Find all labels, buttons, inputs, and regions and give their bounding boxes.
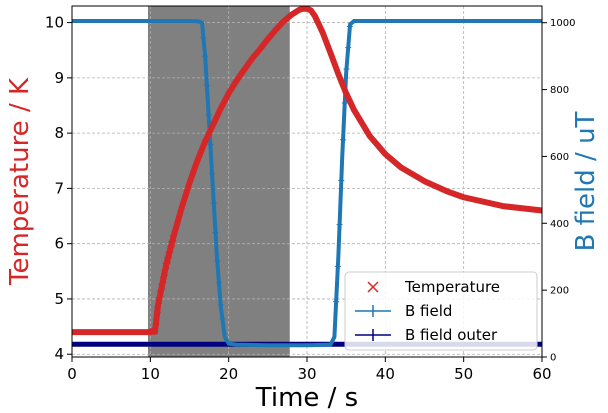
b-field-marker: [217, 301, 224, 308]
legend-label: B field: [405, 302, 452, 320]
b-field-marker: [338, 177, 345, 184]
x-tick-label: 50: [454, 365, 473, 383]
temperature-marker: [151, 327, 159, 335]
temperature-marker: [165, 251, 173, 259]
y-right-tick-label: 1000: [550, 18, 575, 29]
legend: Temperature B field B field outer: [344, 271, 538, 351]
legend-entry: B field: [355, 302, 452, 320]
x-axis-label: Time / s: [255, 383, 358, 413]
temperature-marker: [152, 318, 160, 326]
temperature-marker: [169, 235, 177, 242]
temperature-marker: [156, 290, 164, 298]
y-right-tick-label: 400: [550, 219, 569, 230]
y-axis-right-label: B field / uT: [571, 111, 601, 251]
legend-label: Temperature: [404, 278, 500, 296]
y-left-tick-label: 5: [54, 290, 64, 308]
b-field-marker: [334, 263, 341, 270]
y-left-tick-label: 10: [45, 14, 64, 32]
b-field-marker: [203, 82, 210, 89]
x-tick-label: 0: [67, 365, 77, 383]
b-field-marker: [340, 136, 347, 143]
temperature-marker: [155, 297, 163, 305]
b-field-marker: [212, 229, 219, 236]
legend-entry: B field outer: [355, 326, 498, 344]
x-tick-label: 40: [376, 365, 395, 383]
b-field-marker: [202, 53, 209, 60]
legend-marker: [367, 281, 379, 293]
b-field-marker: [215, 279, 222, 286]
b-field-marker: [214, 257, 221, 264]
x-tick-label: 20: [219, 365, 238, 383]
legend-box: [344, 271, 538, 351]
b-field-marker: [345, 44, 352, 51]
temperature-marker: [166, 245, 174, 253]
y-left-tick-label: 4: [54, 345, 64, 363]
series-b-field: [72, 19, 542, 348]
temperature-line: [72, 5, 543, 336]
series-temperature: [72, 5, 543, 336]
y-right-tick-label: 200: [550, 286, 569, 297]
b-field-marker: [200, 34, 207, 41]
ticks-layer: 0 10 20 30 40 50 60 4 5 6 7 8 9 10 0 200 400 600 800 1000: [45, 14, 576, 383]
b-field-marker: [333, 298, 340, 305]
temperature-marker: [163, 256, 171, 264]
y-right-tick-label: 0: [550, 353, 556, 364]
y-right-tick-label: 600: [550, 152, 569, 163]
y-left-tick-label: 8: [54, 124, 64, 142]
b-field-marker: [343, 65, 350, 72]
x-tick-label: 60: [532, 365, 551, 383]
b-field-marker: [219, 315, 226, 322]
y-left-tick-label: 6: [54, 235, 64, 253]
b-field-marker: [341, 99, 348, 106]
b-field-marker: [210, 200, 217, 207]
temperature-marker: [161, 269, 169, 277]
temperature-marker: [149, 327, 157, 335]
temperature-marker: [159, 276, 167, 284]
b-field-marker: [336, 221, 343, 228]
b-field-marker: [346, 23, 353, 30]
legend-entry: Temperature: [367, 278, 500, 296]
b-field-marker: [205, 111, 212, 118]
y-axis-left-label: Temperature / K: [5, 77, 35, 286]
b-field-marker: [209, 170, 216, 177]
temperature-marker: [158, 283, 166, 291]
x-tick-label: 30: [297, 365, 316, 383]
y-right-tick-label: 800: [550, 85, 569, 96]
x-tick-label: 10: [141, 365, 160, 383]
temperature-marker: [162, 262, 170, 270]
temperature-marker: [168, 240, 176, 248]
b-field-line: [72, 19, 542, 348]
b-field-marker: [207, 141, 214, 148]
temperature-marker: [154, 306, 161, 314]
legend-label: B field outer: [405, 326, 498, 344]
y-left-tick-label: 7: [54, 179, 64, 197]
y-left-tick-label: 9: [54, 69, 64, 87]
